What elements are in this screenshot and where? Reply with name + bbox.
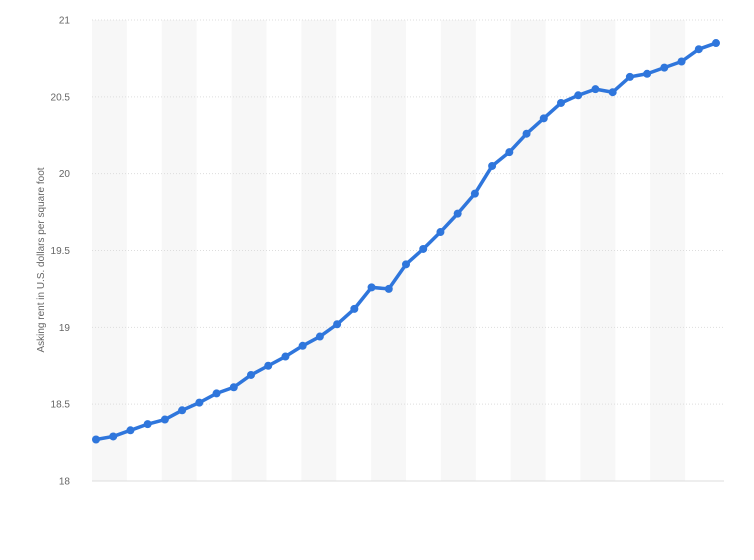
- data-point[interactable]: [625, 72, 634, 81]
- data-point[interactable]: [436, 228, 445, 237]
- background-band: [92, 20, 127, 481]
- data-point[interactable]: [333, 320, 342, 329]
- data-point[interactable]: [315, 332, 324, 341]
- y-tick-label: 21: [59, 16, 71, 27]
- data-point[interactable]: [419, 244, 428, 253]
- data-point[interactable]: [488, 161, 497, 170]
- y-tick-label: 18.5: [51, 400, 71, 411]
- data-point[interactable]: [298, 341, 307, 350]
- background-band: [650, 20, 686, 481]
- data-point[interactable]: [350, 304, 359, 313]
- data-point[interactable]: [160, 415, 169, 424]
- data-point[interactable]: [677, 57, 686, 66]
- data-point[interactable]: [247, 370, 255, 379]
- data-point[interactable]: [178, 406, 187, 415]
- data-point[interactable]: [281, 352, 290, 361]
- data-point[interactable]: [694, 45, 703, 54]
- y-tick-label: 20: [59, 169, 71, 180]
- data-point[interactable]: [384, 284, 393, 293]
- data-point[interactable]: [539, 114, 548, 123]
- data-point[interactable]: [712, 39, 720, 48]
- y-tick-label: 18: [59, 477, 71, 488]
- data-point[interactable]: [212, 389, 221, 398]
- data-point[interactable]: [608, 88, 617, 97]
- y-tick-label: 20.5: [51, 92, 71, 103]
- background-band: [301, 20, 337, 481]
- data-point[interactable]: [505, 148, 514, 157]
- data-point[interactable]: [660, 63, 669, 72]
- data-point[interactable]: [591, 85, 600, 94]
- series-group: [92, 39, 720, 444]
- data-point[interactable]: [92, 435, 100, 444]
- data-point[interactable]: [264, 361, 273, 370]
- y-tick-label: 19: [59, 323, 71, 334]
- data-point[interactable]: [470, 189, 479, 198]
- data-point[interactable]: [643, 69, 652, 78]
- data-point[interactable]: [453, 209, 462, 218]
- data-point[interactable]: [109, 432, 118, 441]
- data-point[interactable]: [143, 420, 152, 429]
- data-point[interactable]: [402, 260, 410, 269]
- y-axis-title: Asking rent in U.S. dollars per square f…: [36, 167, 47, 352]
- data-point[interactable]: [229, 383, 238, 392]
- data-point[interactable]: [574, 91, 583, 100]
- y-tick-label: 19.5: [51, 246, 71, 257]
- data-point[interactable]: [522, 129, 531, 138]
- data-point[interactable]: [126, 426, 135, 435]
- data-point[interactable]: [195, 398, 204, 407]
- data-point[interactable]: [557, 98, 565, 107]
- data-point[interactable]: [367, 283, 376, 292]
- background-band: [371, 20, 406, 481]
- y-axis-ticks: 18 18.5 19 19.5 20 20.5 21: [51, 16, 71, 488]
- background-band: [580, 20, 616, 481]
